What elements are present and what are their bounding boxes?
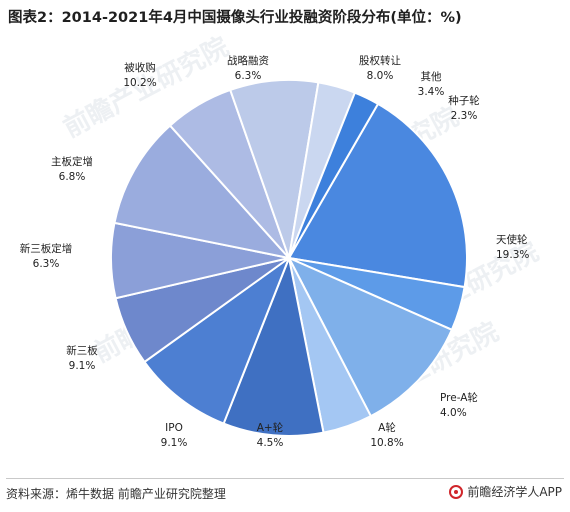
slice-label-新三板: 新三板 [66,344,98,357]
slice-label-a轮: A轮 [378,421,396,434]
slice-label-种子轮: 种子轮 [448,94,480,107]
slice-value-种子轮: 2.3% [451,110,478,122]
slice-value-其他: 3.4% [418,86,445,98]
pie-slice-种子轮 [288,91,380,259]
brand: 前瞻经济学人APP [449,483,562,500]
slice-label-主板定增: 主板定增 [51,155,93,168]
pie-slice-a轮 [286,255,454,418]
pie-slices [110,78,468,437]
slice-value-a-plus轮: 4.5% [257,437,284,449]
slice-value-天使轮: 19.3% [496,249,529,261]
slice-value-战略融资: 6.3% [235,70,262,82]
slice-label-新三板定增: 新三板定增 [20,242,73,255]
chart-title: 图表2：2014-2021年4月中国摄像头行业投融资阶段分布(单位：%) [8,10,462,26]
slice-value-主板定增: 6.8% [59,171,86,183]
slice-label-股权转让: 股权转让 [359,54,401,67]
brand-logo-icon [449,484,464,499]
source-note: 资料来源：烯牛数据 前瞻产业研究院整理 [6,487,226,501]
slice-value-pre-a轮: 4.0% [440,407,467,419]
slice-value-新三板: 9.1% [69,360,96,372]
slice-value-新三板定增: 6.3% [33,258,60,270]
slice-value-被收购: 10.2% [123,77,156,89]
slice-value-a轮: 10.8% [370,437,403,449]
slice-label-战略融资: 战略融资 [227,54,269,67]
slice-label-天使轮: 天使轮 [496,233,528,246]
slice-value-股权转让: 8.0% [367,70,394,82]
pie-slice-天使轮 [287,102,468,289]
slice-label-pre-a轮: Pre-A轮 [440,391,478,404]
pie-labels: 天使轮 19.3% Pre-A轮 4.0% A轮 10.8% A+轮 4.5% IPO 9.1% 新… [20,54,530,449]
pie-slice-新三板 [143,255,292,425]
pie-slice-ipo [222,254,325,437]
pie-chart: 前瞻产业研究院前瞻产业研究院前瞻产业研究院前瞻产业研究院前瞻产业研究院 天使轮1… [20,31,544,449]
footer-divider [6,478,564,479]
slice-label-被收购: 被收购 [124,61,156,74]
slice-label-其他: 其他 [421,70,442,83]
slice-label-a-plus轮: A+轮 [257,421,284,434]
slice-value-ipo: 9.1% [161,437,188,449]
brand-name: 前瞻经济学人APP [467,485,562,499]
pie-slice-被收购 [113,124,292,260]
slice-label-ipo: IPO [165,422,183,434]
